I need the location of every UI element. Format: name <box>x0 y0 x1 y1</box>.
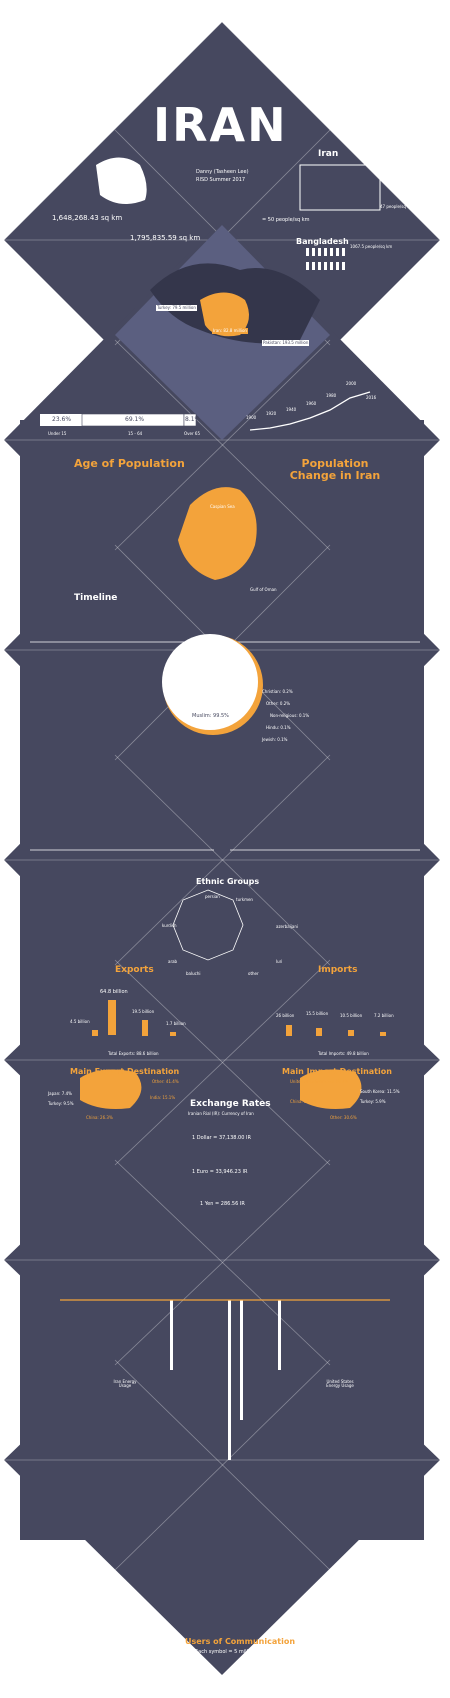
export-dest-india: India: 15.1% <box>150 1095 176 1100</box>
population-year-1900: 1900 <box>246 415 257 420</box>
import-dest-china: China: 22.3% <box>290 1099 317 1104</box>
exports-value-1: 64.8 billion <box>100 989 128 995</box>
ethnic-persian: persian <box>205 894 220 899</box>
page-title: IRAN <box>153 98 288 152</box>
comparison-area: 1,795,835.59 sq km <box>130 234 201 242</box>
imports-value-4: 7.2 billion <box>374 1013 394 1018</box>
density-legend: = 50 people/sq km <box>262 217 310 223</box>
density-bangladesh-label: Bangladesh <box>296 237 349 246</box>
import-dest-other: Other: 30.6% <box>330 1115 357 1120</box>
exports-title: Exports <box>115 965 154 975</box>
exports-total: Total Exports: 88.6 billion <box>108 1051 159 1056</box>
ethnic-turkmen: turkmen <box>236 897 253 902</box>
imports-title: Imports <box>318 965 358 975</box>
map-turkey-label: Turkey: 79.5 million <box>156 305 197 312</box>
timeline-title: Timeline <box>74 593 118 603</box>
export-dest-china: China: 26.3% <box>86 1115 113 1120</box>
exchange-yen: 1 Yen = 286.56 IR <box>200 1201 245 1207</box>
age-label-over65: Over 65 <box>184 431 200 436</box>
religion-title: Religion <box>212 675 254 685</box>
ethnic-title: Ethnic Groups <box>196 877 260 886</box>
religion-item-5: Jewish: 0.1% <box>262 737 288 742</box>
import-dest-uae: United Arab Emirates: 29.7% <box>290 1079 349 1084</box>
population-year-2000: 2000 <box>346 381 357 386</box>
communication-legend: Each symbol = 5 million <box>195 1649 256 1655</box>
export-dest-turkey: Turkey: 9.5% <box>48 1101 74 1106</box>
imports-value-2: 15.5 billion <box>306 1011 329 1016</box>
exports-value-2: 4.5 billion <box>70 1019 90 1024</box>
ethnic-luri: luri <box>276 959 283 964</box>
religion-item-4: Hindu: 0.1% <box>266 725 291 730</box>
age-label-15-64: 15 - 64 <box>128 431 143 436</box>
import-dest-korea: South Korea: 11.5% <box>360 1089 400 1094</box>
ethnic-kurdish: kurdish <box>162 923 177 928</box>
energy-iran-label: Iran Energy Usage <box>113 1379 137 1389</box>
exports-value-4: 1.7 billion <box>166 1021 186 1026</box>
exchange-subtitle: Iranian Rial (IR): Currency of Iran <box>188 1111 254 1116</box>
age-pct-15-64: 69.1% <box>125 416 145 423</box>
population-year-2016: 2016 <box>366 395 377 400</box>
exchange-euro: 1 Euro = 33,946.23 IR <box>192 1169 248 1175</box>
population-year-1960: 1960 <box>306 401 317 406</box>
religion-item-2: Other: 0.2% <box>266 701 291 706</box>
export-dest-japan: Japan: 7.4% <box>48 1091 72 1096</box>
religion-item-1: Christian: 0.2% <box>262 689 293 694</box>
population-change-title: Population Change in Iran <box>289 457 381 483</box>
religion-item-3: Non-religious: 0.1% <box>270 713 310 718</box>
ethnic-azerbaijani: azerbaijani <box>276 924 298 929</box>
imports-value-3: 10.5 billion <box>340 1013 363 1018</box>
population-year-1940: 1940 <box>286 407 297 412</box>
export-dest-title: Main Export Destination <box>70 1067 180 1076</box>
age-pct-over65: 8.1% <box>185 416 201 423</box>
communication-title: Users of Communication <box>185 1637 296 1646</box>
exports-value-3: 19.5 billion <box>132 1009 155 1014</box>
iran-area: 1,648,268.43 sq km <box>52 214 123 222</box>
map-pakistan-label: Pakistan: 193.5 million <box>262 340 310 347</box>
imports-value-1: 26 billion <box>276 1013 295 1018</box>
exchange-dollar: 1 Dollar = 37,138.00 IR <box>192 1135 251 1141</box>
exchange-title: Exchange Rates <box>190 1099 271 1109</box>
export-dest-other: Other: 41.4% <box>152 1079 179 1084</box>
density-iran-value: 47 people/sq km <box>380 204 414 209</box>
age-label-under15: Under 15 <box>48 431 67 436</box>
map-iran-label: Iran: 82.8 million <box>212 328 248 335</box>
density-bangladesh-value: 1067.5 people/sq km <box>350 244 393 249</box>
ethnic-arab: arab <box>168 959 178 964</box>
ethnic-other: other <box>248 971 259 976</box>
population-year-1980: 1980 <box>326 393 337 398</box>
density-iran-label: Iran <box>318 149 339 159</box>
geo-caspian: Caspian Sea <box>210 504 235 509</box>
course-name: RISD Summer 2017 <box>196 177 246 183</box>
imports-total: Total Imports: 49.8 billion <box>318 1051 369 1056</box>
population-year-1920: 1920 <box>266 411 277 416</box>
religion-muslim: Muslim: 99.5% <box>192 713 229 719</box>
age-title: Age of Population <box>74 457 185 470</box>
energy-us-label: United States Energy Usage <box>326 1379 354 1389</box>
geo-gulf: Gulf of Oman <box>250 587 277 592</box>
age-pct-under15: 23.6% <box>52 416 72 423</box>
author-name: Danny (Tasheen Lee) <box>196 169 249 175</box>
ethnic-baluchi: baluchi <box>186 971 201 976</box>
import-dest-title: Main Import Destination <box>282 1067 392 1076</box>
import-dest-turkey: Turkey: 5.9% <box>360 1099 386 1104</box>
